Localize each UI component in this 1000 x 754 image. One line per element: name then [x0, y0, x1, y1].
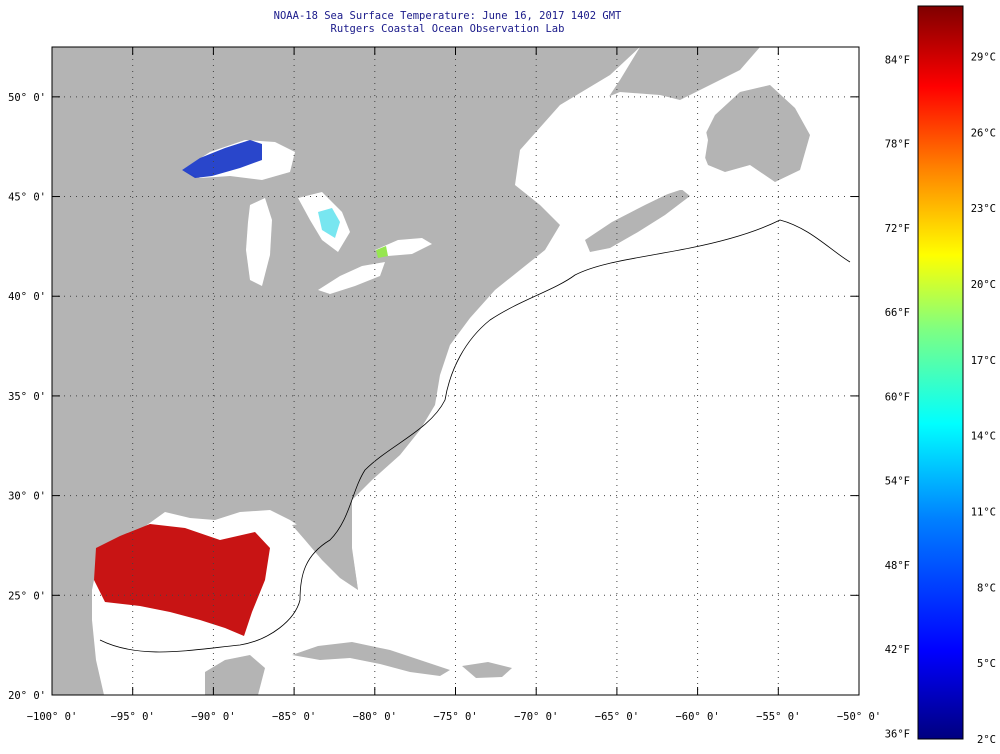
latitude-axis: 20° 0' 25° 0' 30° 0' 35° 0' 40° 0' 45° 0' 50° … — [8, 92, 859, 702]
colorbar-f-label: 78°F — [885, 139, 910, 151]
lat-tick-label: 30° 0' — [8, 491, 46, 503]
colorbar-fahrenheit-labels: 36°F 42°F 48°F 54°F 60°F 66°F 72°F 78°F 84°F — [885, 54, 910, 740]
lon-tick-label: −80° 0' — [353, 711, 397, 723]
colorbar-c-label: 26°C — [971, 127, 996, 139]
lake-erie — [318, 262, 385, 294]
colorbar-f-label: 54°F — [885, 476, 910, 488]
colorbar-f-label: 36°F — [885, 728, 910, 740]
lon-tick-label: −85° 0' — [272, 711, 316, 723]
colorbar-c-label: 29°C — [971, 52, 996, 64]
lon-tick-label: −100° 0' — [27, 711, 78, 723]
map-subtitle: Rutgers Coastal Ocean Observation Lab — [330, 23, 565, 35]
lon-tick-label: −75° 0' — [433, 711, 477, 723]
cuba-land — [292, 642, 450, 676]
lat-tick-label: 25° 0' — [8, 590, 46, 602]
lon-tick-label: −50° 0' — [837, 711, 881, 723]
lon-tick-label: −65° 0' — [595, 711, 639, 723]
nova-scotia-land — [585, 188, 690, 252]
colorbar-c-label: 14°C — [971, 431, 996, 443]
map-title: NOAA-18 Sea Surface Temperature: June 16… — [273, 10, 622, 22]
sst-patch-lake-ontario — [376, 246, 388, 258]
gulf-of-st-lawrence — [540, 92, 708, 210]
lat-tick-label: 45° 0' — [8, 192, 46, 204]
colorbar-c-label: 20°C — [971, 279, 996, 291]
colorbar-gradient — [917, 5, 964, 740]
lon-tick-label: −95° 0' — [111, 711, 155, 723]
colorbar-c-label: 8°C — [977, 582, 996, 594]
colorbar-c-label: 23°C — [971, 203, 996, 215]
colorbar-f-label: 66°F — [885, 307, 910, 319]
lon-tick-label: −55° 0' — [756, 711, 800, 723]
florida-land — [292, 520, 358, 590]
lat-tick-label: 40° 0' — [8, 291, 46, 303]
sst-patch-gulf-of-mexico — [94, 524, 270, 636]
colorbar-f-label: 48°F — [885, 560, 910, 572]
colorbar-f-label: 60°F — [885, 391, 910, 403]
lake-michigan — [246, 198, 272, 286]
lat-tick-label: 20° 0' — [8, 690, 46, 702]
lon-tick-label: −60° 0' — [675, 711, 719, 723]
colorbar-c-label: 2°C — [977, 734, 996, 746]
lat-tick-label: 35° 0' — [8, 391, 46, 403]
newfoundland-land — [700, 85, 810, 182]
colorbar-f-label: 42°F — [885, 644, 910, 656]
sst-patch-lake-huron — [318, 208, 340, 238]
colorbar-c-label: 11°C — [971, 507, 996, 519]
colorbar-celsius-labels: 2°C 5°C 8°C 11°C 14°C 17°C 20°C 23°C 26°C 29°C — [971, 52, 996, 746]
yucatan-land — [205, 655, 265, 695]
lake-ontario — [375, 238, 432, 256]
depth-contour-600ft — [99, 219, 851, 653]
colorbar-f-label: 72°F — [885, 223, 910, 235]
colorbar-c-label: 5°C — [977, 658, 996, 670]
north-america-landmass — [52, 47, 640, 695]
sst-patch-lake-superior — [182, 140, 262, 178]
lon-tick-label: −90° 0' — [191, 711, 235, 723]
lat-tick-label: 50° 0' — [8, 92, 46, 104]
colorbar-f-label: 84°F — [885, 54, 910, 66]
grid-lines — [52, 47, 859, 695]
lon-tick-label: −70° 0' — [514, 711, 558, 723]
colorbar-c-label: 17°C — [971, 355, 996, 367]
longitude-axis: −100° 0' −95° 0' −90° 0' −85° 0' −80° 0' −75°… — [27, 47, 881, 723]
hispaniola-land — [462, 662, 512, 678]
